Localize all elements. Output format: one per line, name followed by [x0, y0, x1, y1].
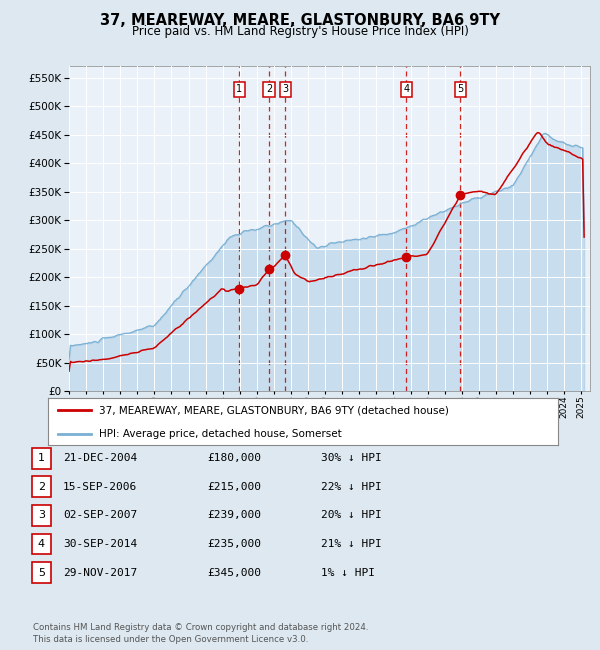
Text: 30% ↓ HPI: 30% ↓ HPI: [321, 453, 382, 463]
Text: 4: 4: [403, 84, 409, 94]
Text: 3: 3: [282, 84, 289, 94]
Text: 2: 2: [266, 84, 272, 94]
Text: HPI: Average price, detached house, Somerset: HPI: Average price, detached house, Some…: [99, 428, 342, 439]
Text: 15-SEP-2006: 15-SEP-2006: [63, 482, 137, 492]
Text: 29-NOV-2017: 29-NOV-2017: [63, 567, 137, 578]
Text: 37, MEAREWAY, MEARE, GLASTONBURY, BA6 9TY (detached house): 37, MEAREWAY, MEARE, GLASTONBURY, BA6 9T…: [99, 405, 449, 415]
Text: 4: 4: [38, 539, 45, 549]
Text: 02-SEP-2007: 02-SEP-2007: [63, 510, 137, 521]
Text: 20% ↓ HPI: 20% ↓ HPI: [321, 510, 382, 521]
Text: 5: 5: [38, 567, 45, 578]
Text: 1: 1: [236, 84, 242, 94]
Text: £180,000: £180,000: [207, 453, 261, 463]
Text: 21-DEC-2004: 21-DEC-2004: [63, 453, 137, 463]
Text: £345,000: £345,000: [207, 567, 261, 578]
Text: This data is licensed under the Open Government Licence v3.0.: This data is licensed under the Open Gov…: [33, 634, 308, 644]
Text: Price paid vs. HM Land Registry's House Price Index (HPI): Price paid vs. HM Land Registry's House …: [131, 25, 469, 38]
Text: 21% ↓ HPI: 21% ↓ HPI: [321, 539, 382, 549]
Text: 30-SEP-2014: 30-SEP-2014: [63, 539, 137, 549]
Text: 1% ↓ HPI: 1% ↓ HPI: [321, 567, 375, 578]
Text: 5: 5: [457, 84, 463, 94]
Text: 37, MEAREWAY, MEARE, GLASTONBURY, BA6 9TY: 37, MEAREWAY, MEARE, GLASTONBURY, BA6 9T…: [100, 13, 500, 28]
Text: 22% ↓ HPI: 22% ↓ HPI: [321, 482, 382, 492]
Text: £239,000: £239,000: [207, 510, 261, 521]
Text: 3: 3: [38, 510, 45, 521]
Text: 1: 1: [38, 453, 45, 463]
Text: Contains HM Land Registry data © Crown copyright and database right 2024.: Contains HM Land Registry data © Crown c…: [33, 623, 368, 632]
Text: £215,000: £215,000: [207, 482, 261, 492]
Text: £235,000: £235,000: [207, 539, 261, 549]
Text: 2: 2: [38, 482, 45, 492]
